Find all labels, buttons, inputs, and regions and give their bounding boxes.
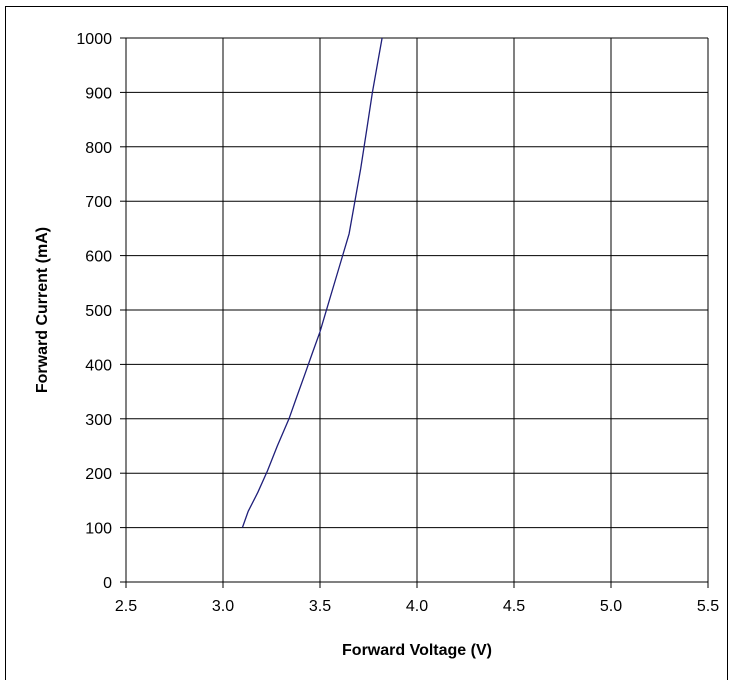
y-tick-label: 100 [85,521,112,538]
x-tick-label: 5.5 [697,598,719,615]
x-tick-label: 4.0 [406,598,428,615]
series-line [241,37,383,528]
x-tick-label: 4.5 [503,598,525,615]
y-tick-label: 0 [103,575,112,592]
axes [120,37,709,588]
x-axis-label: Forward Voltage (V) [342,642,492,659]
x-tick-label: 5.0 [600,598,622,615]
grid-lines [126,37,709,582]
y-axis-label: Forward Current (mA) [34,227,51,393]
tick-labels: 0 100 200 300 400 500 600 700 800 900 1000 2.5 3.0 3.… [76,31,719,615]
data-series [241,37,383,528]
x-tick-label: 3.0 [212,598,234,615]
y-tick-label: 700 [85,194,112,211]
y-tick-label: 300 [85,412,112,429]
y-tick-label: 400 [85,357,112,374]
y-tick-label: 900 [85,85,112,102]
chart-frame [5,6,728,680]
y-tick-label: 600 [85,249,112,266]
y-tick-label: 200 [85,466,112,483]
y-tick-label: 800 [85,140,112,157]
y-tick-label: 1000 [76,31,112,48]
x-tick-label: 2.5 [115,598,137,615]
y-tick-label: 500 [85,303,112,320]
x-tick-label: 3.5 [309,598,331,615]
